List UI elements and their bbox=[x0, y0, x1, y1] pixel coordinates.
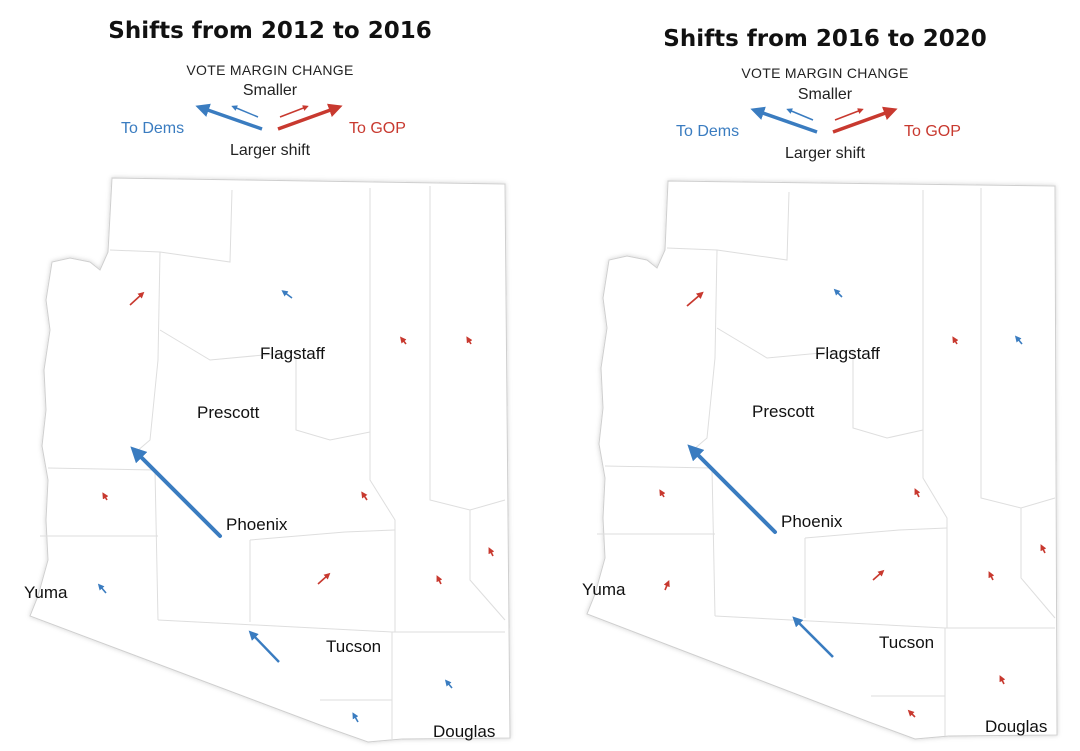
shift-arrow bbox=[659, 489, 666, 498]
shift-arrow bbox=[663, 580, 670, 591]
shift-arrow bbox=[686, 291, 704, 307]
city-label-yuma: Yuma bbox=[582, 580, 626, 599]
shift-arrow bbox=[952, 336, 959, 345]
shift-arrow bbox=[102, 492, 109, 501]
shift-arrow bbox=[1040, 544, 1047, 554]
shift-arrow bbox=[907, 709, 916, 718]
legend-to-gop-label: To GOP bbox=[349, 120, 406, 137]
shift-arrow bbox=[792, 616, 834, 658]
legend-arrow-gop-small bbox=[279, 105, 309, 118]
shift-arrow bbox=[444, 679, 453, 689]
shift-arrow bbox=[988, 571, 995, 581]
city-labels: Flagstaff Prescott Phoenix Yuma Tucson D… bbox=[582, 344, 1047, 736]
legend-larger-label: Larger shift bbox=[784, 145, 866, 162]
panel-title: Shifts from 2016 to 2020 bbox=[663, 26, 987, 52]
city-labels: Flagstaff Prescott Phoenix Yuma Tucson D… bbox=[24, 344, 495, 741]
shift-arrow bbox=[833, 288, 843, 298]
shift-arrow bbox=[130, 446, 222, 538]
shift-arrow bbox=[281, 290, 293, 299]
shift-arrow bbox=[361, 491, 368, 501]
shift-arrow bbox=[317, 572, 331, 585]
legend-arrow-gop-small bbox=[834, 108, 864, 121]
shift-arrow bbox=[687, 444, 777, 534]
city-label-flagstaff: Flagstaff bbox=[260, 344, 325, 363]
legend-to-gop-label: To GOP bbox=[904, 123, 961, 140]
legend-smaller-label: Smaller bbox=[797, 86, 853, 103]
legend-larger-label: Larger shift bbox=[229, 142, 311, 159]
city-label-prescott: Prescott bbox=[752, 402, 815, 421]
legend-heading: VOTE MARGIN CHANGE bbox=[186, 62, 354, 78]
legend-arrow-gop-large bbox=[832, 106, 898, 134]
legend-arrow-dem-small bbox=[786, 108, 814, 121]
city-label-tucson: Tucson bbox=[326, 637, 381, 656]
legend-smaller-label: Smaller bbox=[242, 82, 298, 99]
shift-arrow bbox=[97, 583, 107, 594]
shift-arrow bbox=[129, 291, 145, 306]
shift-arrow bbox=[488, 547, 495, 557]
legend-arrow-dem-large bbox=[750, 106, 818, 134]
shift-arrows bbox=[97, 290, 495, 723]
legend-arrow-dem-small bbox=[231, 105, 259, 118]
arizona-map: Flagstaff Prescott Phoenix Yuma Tucson D… bbox=[582, 180, 1058, 740]
legend-to-dems-label: To Dems bbox=[676, 123, 740, 140]
shift-arrow bbox=[999, 675, 1006, 685]
city-label-flagstaff: Flagstaff bbox=[815, 344, 880, 363]
map-panel-2012-2016: Shifts from 2012 to 2016 VOTE MARGIN CHA… bbox=[24, 18, 511, 743]
state-outline bbox=[586, 180, 1058, 740]
legend-arrow-dem-large bbox=[195, 103, 263, 131]
panel-title: Shifts from 2012 to 2016 bbox=[108, 18, 432, 44]
shift-arrow bbox=[436, 575, 443, 585]
city-label-douglas: Douglas bbox=[433, 722, 495, 741]
county-borders bbox=[40, 186, 506, 739]
shift-arrow bbox=[248, 630, 280, 663]
city-label-phoenix: Phoenix bbox=[226, 515, 288, 534]
map-panel-2016-2020: Shifts from 2016 to 2020 VOTE MARGIN CHA… bbox=[555, 0, 1080, 751]
shift-arrow bbox=[872, 569, 885, 581]
shift-arrow bbox=[352, 712, 359, 723]
shift-arrow bbox=[400, 336, 407, 345]
city-label-phoenix: Phoenix bbox=[781, 512, 843, 531]
arizona-map: Flagstaff Prescott Phoenix Yuma Tucson D… bbox=[24, 177, 511, 743]
shift-arrows bbox=[659, 288, 1047, 718]
legend-to-dems-label: To Dems bbox=[121, 120, 185, 137]
city-label-prescott: Prescott bbox=[197, 403, 260, 422]
shift-arrow bbox=[1014, 335, 1023, 345]
state-outline bbox=[29, 177, 511, 743]
city-label-yuma: Yuma bbox=[24, 583, 68, 602]
shift-arrow bbox=[914, 488, 921, 498]
legend-arrows bbox=[750, 106, 898, 134]
legend-arrow-gop-large bbox=[277, 103, 343, 131]
city-label-tucson: Tucson bbox=[879, 633, 934, 652]
city-label-douglas: Douglas bbox=[985, 717, 1047, 736]
legend-arrows bbox=[195, 103, 343, 131]
legend-heading: VOTE MARGIN CHANGE bbox=[741, 65, 909, 81]
shift-arrow bbox=[466, 336, 473, 345]
